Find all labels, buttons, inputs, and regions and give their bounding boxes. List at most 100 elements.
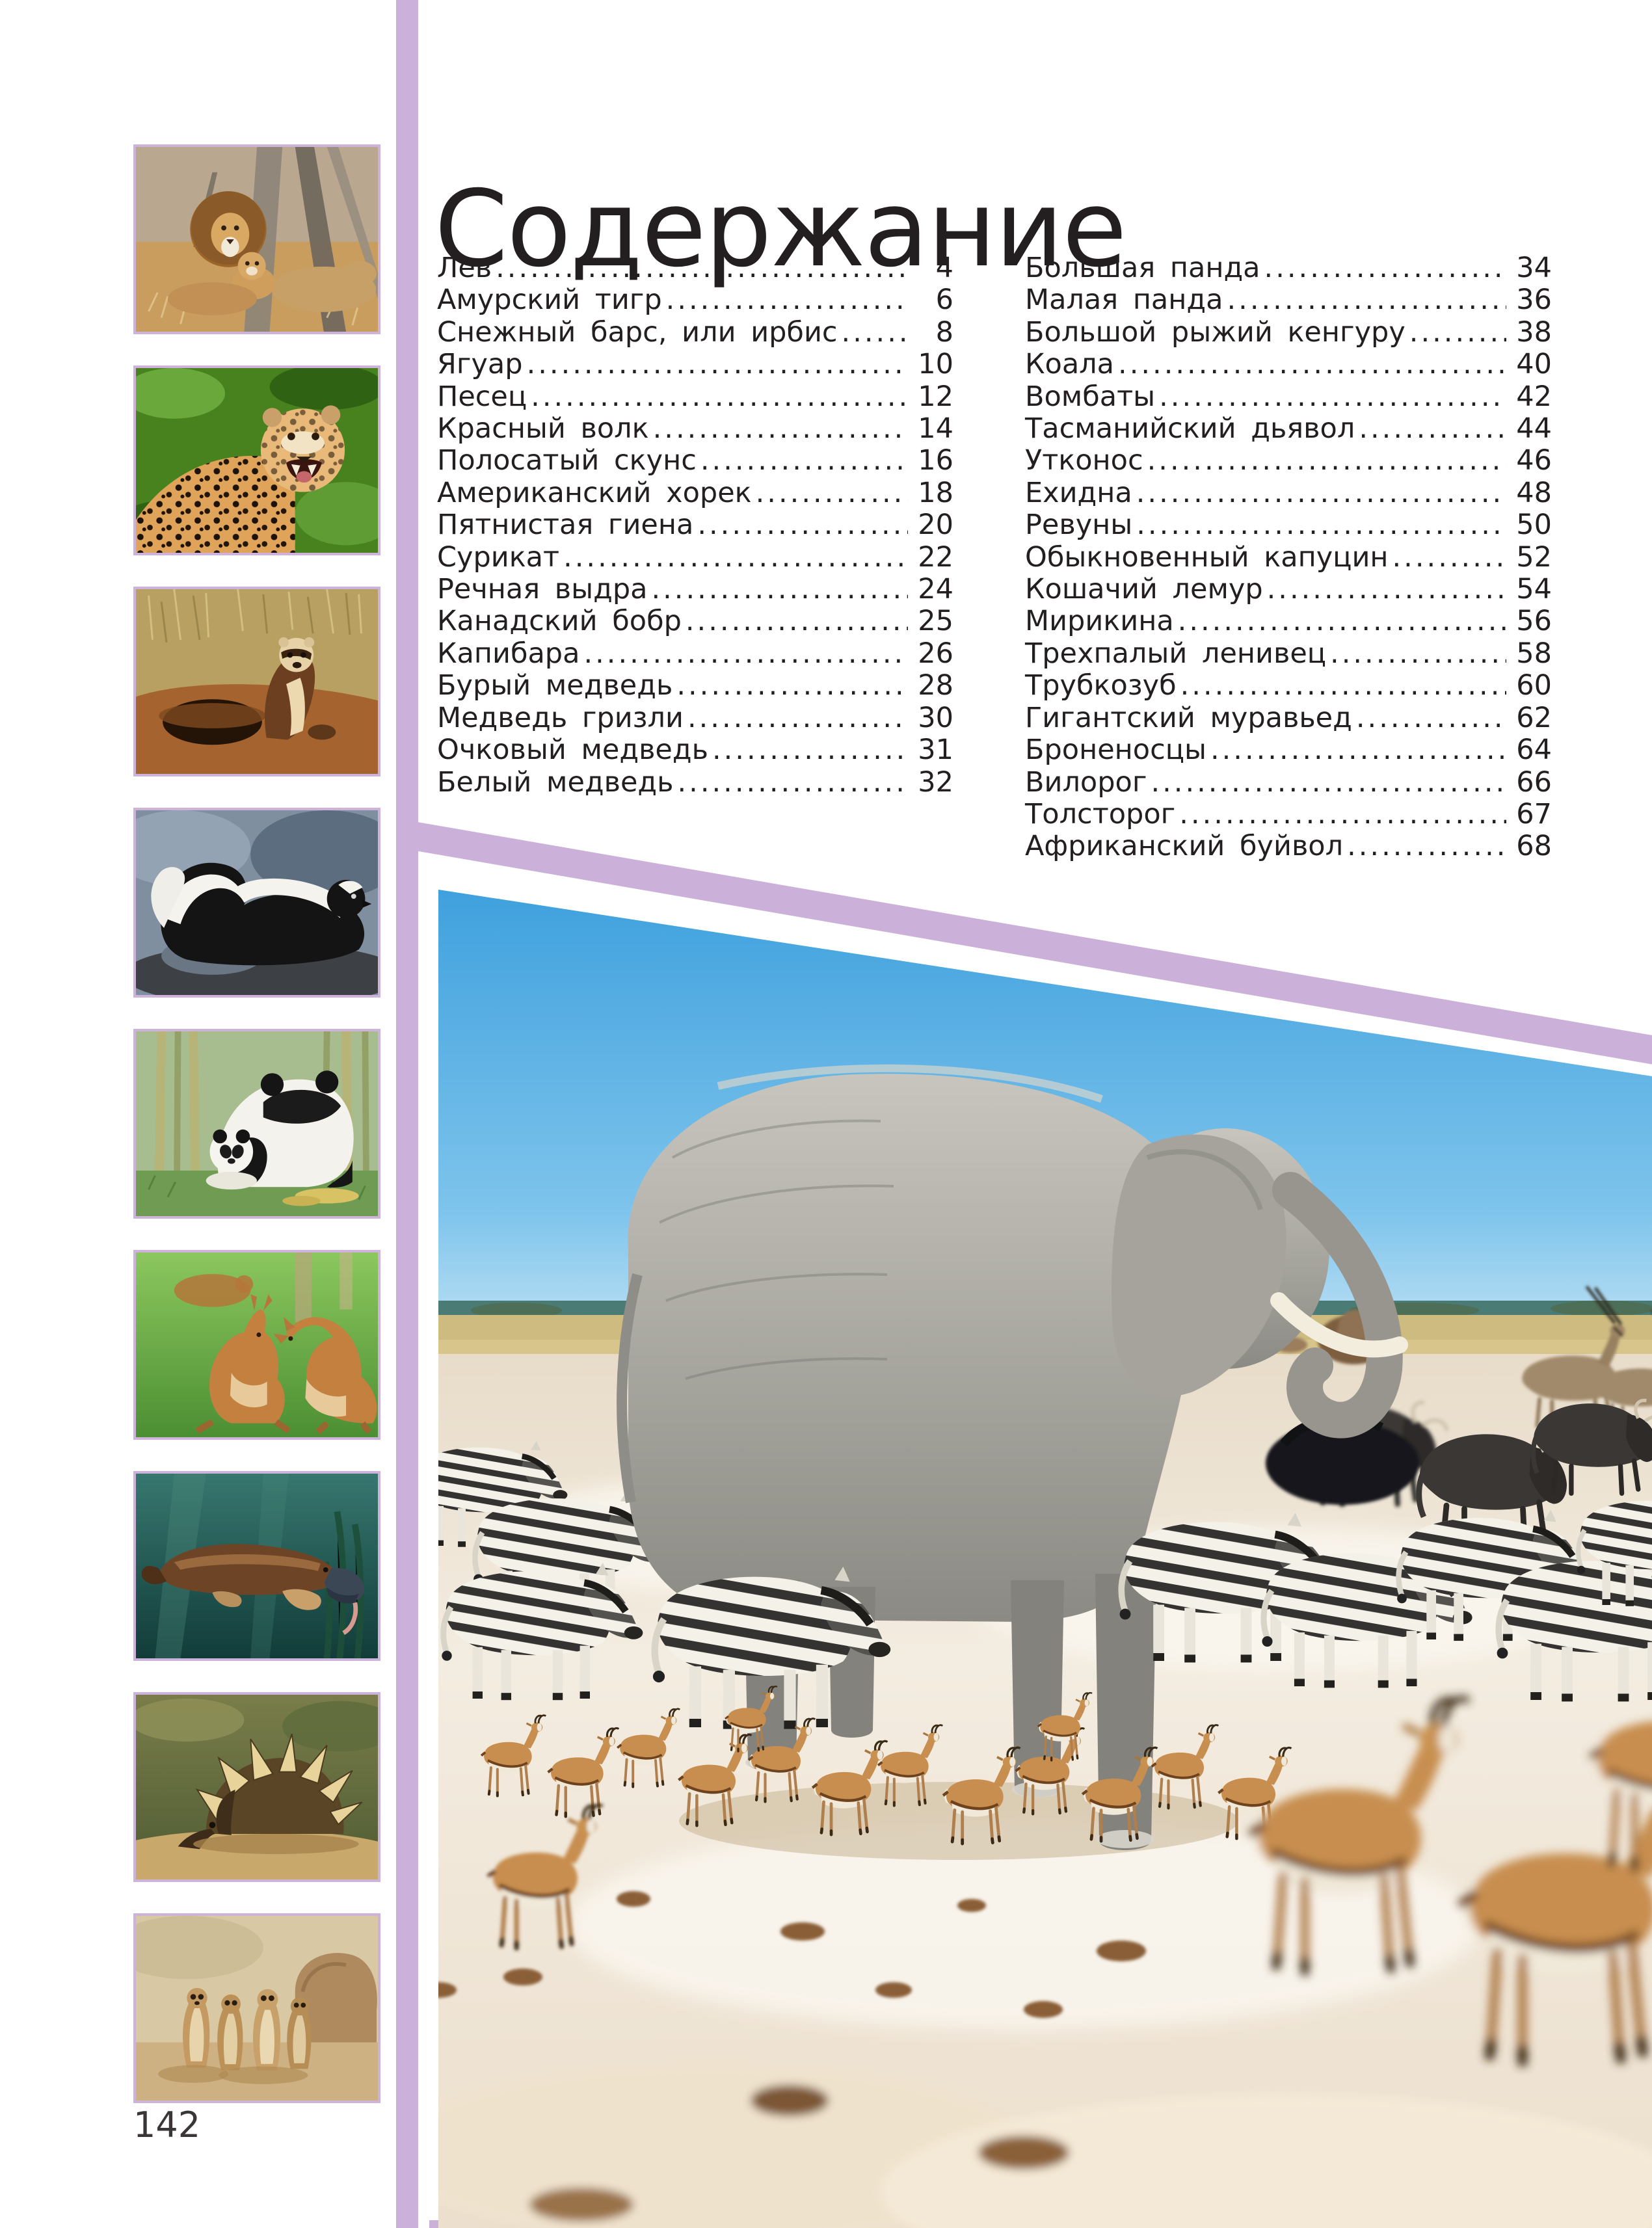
toc-entry: Большая панда 34	[1025, 252, 1552, 284]
toc-entry: Лев 4	[437, 252, 953, 284]
toc-entry-page-number: 48	[1516, 476, 1552, 509]
toc-entry-label: Полосатый скунс	[437, 444, 697, 477]
toc-entry: Большой рыжий кенгуру 38	[1025, 315, 1552, 349]
toc-entry-page-number: 12	[918, 380, 953, 413]
toc-entry: Кошачий лемур 54	[1025, 573, 1552, 606]
toc-dot-leader	[563, 542, 908, 574]
toc-entry-page-number: 14	[918, 412, 953, 445]
toc-entry: Вилорог 66	[1025, 765, 1552, 799]
sidebar-photo-skunk	[133, 808, 380, 998]
toc-entry-page-number: 52	[1516, 540, 1552, 574]
toc-entry-label: Тасманийский дьявол	[1025, 412, 1355, 445]
toc-dot-leader	[697, 509, 908, 541]
toc-entry-label: Амурский тигр	[437, 284, 662, 317]
toc-entry: Канадский бобр 25	[437, 605, 953, 638]
toc-dot-leader	[1267, 574, 1506, 605]
toc-dot-leader	[531, 381, 908, 413]
toc-entry-label: Толсторог	[1025, 797, 1176, 830]
toc-dot-leader	[1136, 509, 1506, 541]
toc-entry-label: Красный волк	[437, 412, 649, 445]
toc-entry-page-number: 64	[1516, 734, 1552, 767]
toc-dot-leader	[686, 605, 908, 637]
toc-entry: Ягуар 10	[437, 348, 953, 380]
toc-dot-leader	[527, 349, 908, 380]
toc-entry-page-number: 8	[935, 315, 953, 349]
toc-entry-label: Ревуны	[1025, 509, 1133, 542]
toc-dot-leader	[678, 767, 909, 799]
toc-dot-leader	[1347, 830, 1506, 862]
toc-entry-page-number: 46	[1516, 444, 1552, 477]
toc-entry: Трехпалый ленивец 58	[1025, 637, 1552, 670]
toc-dot-leader	[1136, 477, 1506, 509]
toc-entry-label: Белый медведь	[437, 765, 674, 799]
toc-entry-label: Американский хорек	[437, 476, 752, 509]
toc-dot-leader	[1330, 638, 1506, 670]
toc-entry-label: Снежный барс, или ирбис	[437, 315, 838, 349]
toc-entry: Пятнистая гиена 20	[437, 509, 953, 541]
toc-dot-leader	[583, 638, 908, 670]
toc-entry: Утконос 46	[1025, 445, 1552, 477]
toc-entry-label: Трубкозуб	[1025, 669, 1177, 702]
toc-entry: Гигантский муравьед 62	[1025, 702, 1552, 734]
toc-dot-leader	[666, 284, 908, 316]
toc-entry: Ревуны 50	[1025, 509, 1552, 541]
toc-entry-label: Вилорог	[1025, 765, 1147, 799]
toc-entry-page-number: 25	[918, 605, 953, 638]
toc-entry-page-number: 68	[1516, 830, 1552, 863]
toc-entry-label: Пятнистая гиена	[437, 509, 694, 542]
toc-entry-page-number: 36	[1516, 284, 1552, 317]
toc-entry: Речная выдра 24	[437, 573, 953, 605]
toc-dot-leader	[1159, 381, 1506, 413]
toc-entry-label: Африканский буйвол	[1025, 830, 1344, 863]
toc-entry-label: Гигантский муравьед	[1025, 701, 1352, 734]
toc-entry-page-number: 18	[918, 476, 953, 509]
toc-dot-leader	[1178, 605, 1506, 637]
toc-entry: Ехидна 48	[1025, 477, 1552, 509]
toc-dot-leader	[1180, 670, 1506, 702]
sidebar-photo-panda	[133, 1029, 380, 1219]
toc-entry: Белый медведь 32	[437, 765, 953, 799]
toc-entry-page-number: 34	[1516, 252, 1552, 284]
toc-entry: Красный волк 14	[437, 412, 953, 445]
toc-entry: Тасманийский дьявол 44	[1025, 412, 1552, 445]
toc-entry: Малая панда 36	[1025, 284, 1552, 317]
toc-entry-page-number: 22	[918, 540, 953, 574]
toc-entry-label: Большая панда	[1025, 252, 1260, 284]
toc-entry-label: Кошачий лемур	[1025, 573, 1263, 606]
toc-entry-page-number: 31	[918, 734, 953, 767]
toc-entry-page-number: 66	[1516, 765, 1552, 799]
toc-entry: Бурый медведь 28	[437, 669, 953, 702]
toc-entry-page-number: 4	[935, 252, 953, 284]
main-photo	[438, 890, 1652, 2228]
toc-entry: Очковый медведь 31	[437, 734, 953, 766]
toc-entry-page-number: 67	[1516, 797, 1552, 830]
toc-entry: Медведь гризли 30	[437, 702, 953, 734]
toc-entry-page-number: 30	[918, 701, 953, 734]
toc-entry-label: Вомбаты	[1025, 380, 1156, 413]
toc-entry: Обыкновенный капуцин 52	[1025, 540, 1552, 574]
toc-entry: Песец 12	[437, 380, 953, 413]
toc-entry-label: Утконос	[1025, 444, 1143, 477]
toc-dot-leader	[1151, 767, 1506, 799]
toc-entry: Толсторог 67	[1025, 797, 1552, 830]
toc-entry: Амурский тигр 6	[437, 284, 953, 317]
toc-entry-page-number: 60	[1516, 669, 1552, 702]
toc-entry: Снежный барс, или ирбис 8	[437, 315, 953, 349]
toc-entry: Африканский буйвол 68	[1025, 830, 1552, 862]
toc-entry-page-number: 16	[918, 444, 953, 477]
toc-entry-label: Бурый медведь	[437, 669, 673, 702]
toc-entry-label: Большой рыжий кенгуру	[1025, 315, 1406, 349]
toc-dot-leader	[1392, 542, 1506, 574]
toc-entry-label: Капибара	[437, 637, 580, 670]
toc-entry: Американский хорек 18	[437, 477, 953, 509]
sidebar-photo-jaguar	[133, 365, 380, 555]
toc-dot-leader	[651, 574, 908, 605]
toc-dot-leader	[653, 413, 908, 445]
sidebar-photo-platypus	[133, 1471, 380, 1661]
toc-entry-label: Песец	[437, 380, 527, 413]
toc-dot-leader	[700, 445, 908, 477]
page-number: 142	[133, 2104, 201, 2145]
toc-entry: Капибара 26	[437, 637, 953, 670]
